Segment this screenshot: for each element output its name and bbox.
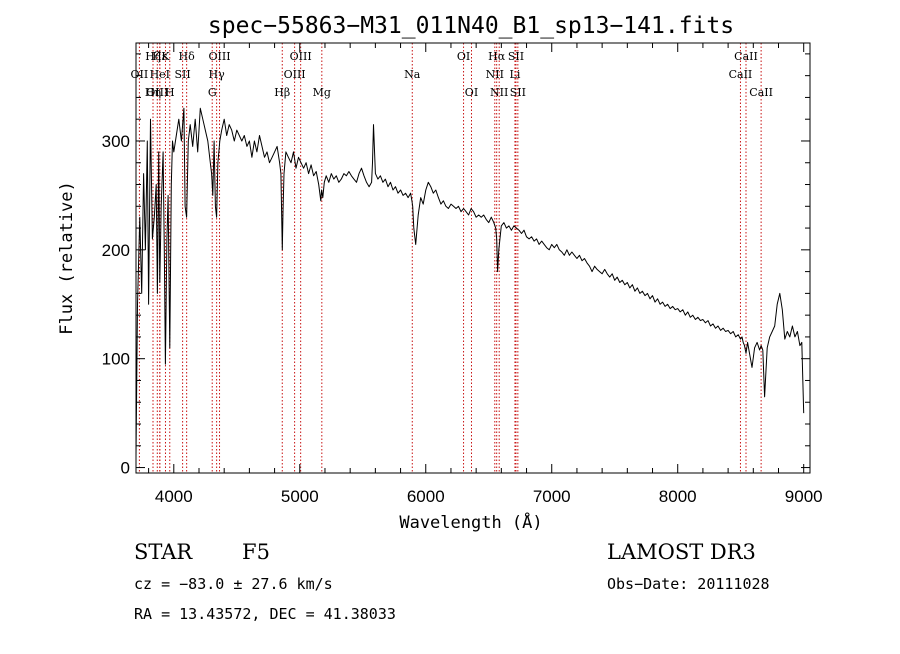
survey-name: LAMOST DR3: [607, 540, 756, 564]
line-label: Hζ: [145, 50, 161, 63]
line-label: OI: [457, 50, 470, 63]
line-label: OIII: [208, 50, 230, 63]
spectrum-line: [135, 107, 805, 457]
y-tick-label: 0: [121, 459, 130, 478]
line-label: CaII: [734, 50, 758, 63]
redshift-cz: cz = −83.0 ± 27.6 km/s: [134, 575, 333, 593]
line-label: OII: [131, 68, 149, 81]
x-axis-ticks: 4000 5000 6000 7000 8000 9000: [148, 43, 823, 506]
x-tick-label: 7000: [533, 487, 571, 506]
line-label: Li: [510, 68, 521, 81]
object-class: STAR: [134, 540, 193, 564]
chart-title: spec−55863−M31_011N40_B1_sp13−141.fits: [208, 13, 734, 39]
spectral-line-markers: [138, 43, 762, 473]
line-label: SII: [508, 50, 524, 63]
line-label: G: [208, 86, 217, 99]
line-label: Na: [404, 68, 421, 81]
line-label: OIII: [290, 50, 312, 63]
y-tick-label: 200: [102, 241, 130, 260]
line-label: Hβ: [274, 86, 290, 99]
coordinates: RA = 13.43572, DEC = 41.38033: [134, 605, 396, 623]
line-label: NII: [486, 68, 504, 81]
line-label: Hα: [488, 50, 506, 63]
x-tick-label: 8000: [659, 487, 697, 506]
line-label: SII: [174, 68, 190, 81]
x-axis-label: Wavelength (Å): [399, 511, 542, 533]
x-tick-label: 4000: [155, 487, 193, 506]
line-label: HeI: [150, 68, 170, 81]
y-tick-label: 300: [102, 132, 130, 151]
line-label: Hη: [145, 86, 161, 99]
x-tick-label: 5000: [281, 487, 319, 506]
plot-frame: [135, 42, 811, 474]
line-label: CaII: [729, 68, 753, 81]
line-label: Hε: [152, 50, 168, 63]
line-label: CaII: [749, 86, 773, 99]
observation-date: Obs−Date: 20111028: [607, 575, 770, 593]
line-label: H: [165, 86, 175, 99]
line-label: OIII: [146, 86, 168, 99]
line-label: OIII: [284, 68, 306, 81]
line-label: NII: [490, 86, 508, 99]
line-label: Mg: [313, 86, 331, 99]
object-subclass: F5: [242, 540, 270, 564]
line-label: Hγ: [209, 68, 226, 81]
y-axis-label: Flux (relative): [57, 181, 77, 335]
x-tick-label: 9000: [785, 487, 823, 506]
line-label: K: [161, 50, 170, 63]
line-label: OI: [465, 86, 478, 99]
line-label: SII: [510, 86, 526, 99]
y-tick-label: 100: [102, 350, 130, 369]
x-tick-label: 6000: [407, 487, 445, 506]
y-axis-ticks: 0 100 200 300: [102, 53, 810, 478]
line-label: Hδ: [179, 50, 196, 63]
